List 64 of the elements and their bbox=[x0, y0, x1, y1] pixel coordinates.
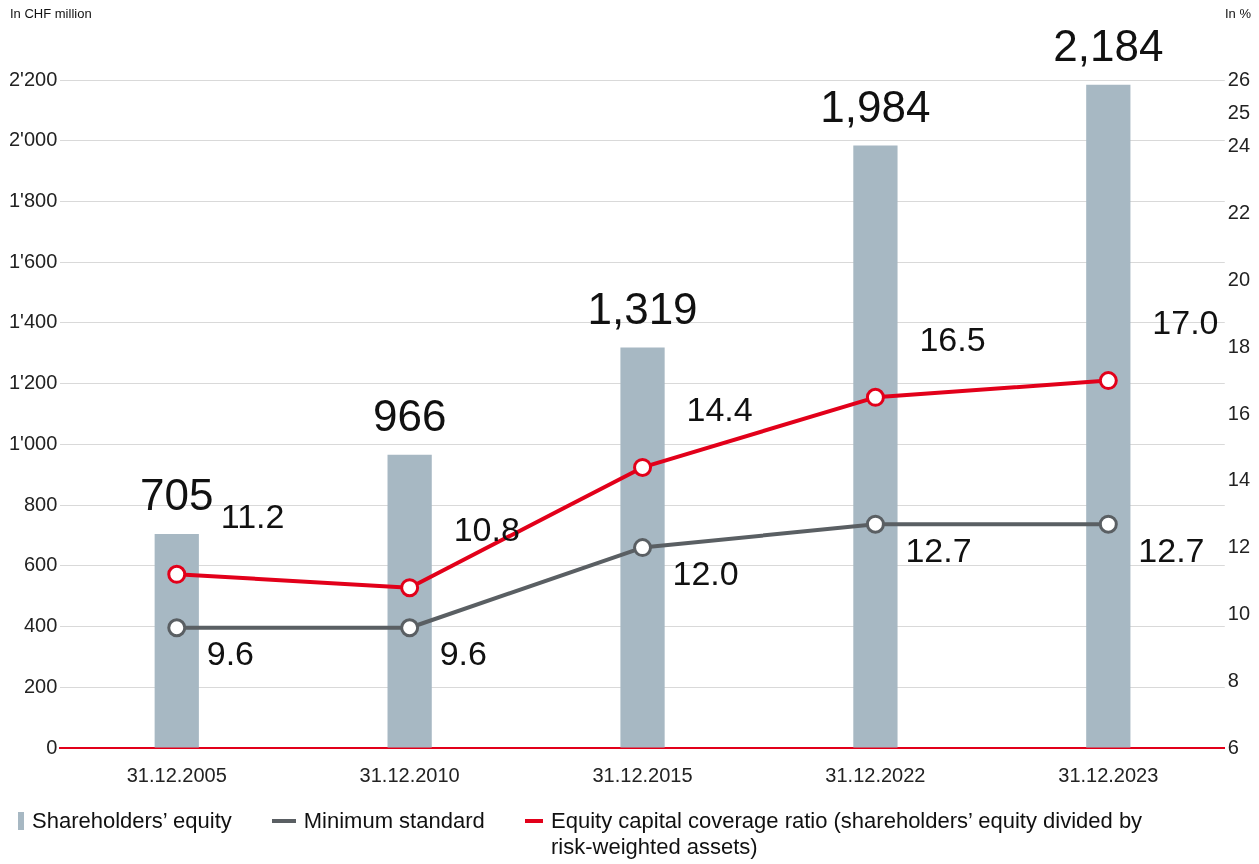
y2-tick-label: 8 bbox=[1227, 668, 1239, 691]
point bbox=[400, 578, 420, 598]
y2-tick-label: 16 bbox=[1227, 401, 1250, 424]
data-label: 14.4 bbox=[686, 389, 753, 428]
y-tick-label: 200 bbox=[23, 674, 58, 697]
y-tick-label: 1'200 bbox=[9, 371, 58, 394]
point bbox=[1098, 371, 1118, 391]
data-label: 705 bbox=[140, 470, 214, 520]
data-label: 12.7 bbox=[905, 530, 972, 569]
legend-label: Minimum standard bbox=[303, 808, 485, 834]
y2-tick-label: 12 bbox=[1227, 535, 1250, 558]
y2-tick-label: 25 bbox=[1227, 100, 1250, 123]
data-label: 2,184 bbox=[1053, 21, 1164, 70]
point bbox=[167, 564, 187, 584]
y-tick-label: 1'000 bbox=[9, 431, 58, 454]
y-tick-label: 1'600 bbox=[9, 249, 58, 272]
y2-tick-label: 6 bbox=[1227, 735, 1239, 758]
y2-tick-label: 26 bbox=[1227, 67, 1250, 90]
y-tick-label: 1'800 bbox=[9, 188, 58, 211]
point bbox=[167, 618, 187, 638]
y2-tick-label: 20 bbox=[1227, 267, 1250, 290]
y2-tick-label: 10 bbox=[1227, 601, 1250, 624]
bar bbox=[1086, 84, 1131, 748]
y-axis-title: In CHF million bbox=[10, 6, 92, 22]
y2-tick-label: 24 bbox=[1227, 134, 1250, 157]
legend-label: Equity capital coverage ratio (shareholders’ equity divided by risk-weighted assets) bbox=[551, 808, 1144, 860]
x-tick-label: 31.12.2015 bbox=[592, 763, 693, 786]
y-tick-label: 400 bbox=[23, 614, 58, 637]
data-label: 12.7 bbox=[1138, 530, 1205, 569]
y2-tick-label: 14 bbox=[1227, 468, 1250, 491]
legend-label: Shareholders’ equity bbox=[32, 808, 232, 834]
data-label: 9.6 bbox=[439, 634, 487, 673]
point bbox=[400, 618, 420, 638]
data-label: 10.8 bbox=[453, 510, 520, 549]
y-tick-label: 600 bbox=[23, 553, 58, 576]
data-label: 966 bbox=[372, 390, 447, 440]
point bbox=[1098, 514, 1118, 534]
y-tick-label: 800 bbox=[23, 492, 58, 515]
y-tick-label: 2'000 bbox=[9, 128, 58, 151]
data-label: 1,984 bbox=[820, 81, 931, 131]
data-label: 9.6 bbox=[206, 634, 255, 673]
x-tick-label: 31.12.2005 bbox=[126, 763, 227, 786]
data-label: 11.2 bbox=[220, 496, 285, 535]
y2-tick-label: 18 bbox=[1227, 334, 1250, 357]
point bbox=[633, 538, 653, 558]
point bbox=[633, 457, 653, 477]
data-label: 16.5 bbox=[919, 319, 986, 358]
y2-tick-label: 22 bbox=[1227, 201, 1250, 224]
x-tick-label: 31.12.2022 bbox=[825, 763, 926, 786]
bar bbox=[154, 533, 199, 748]
data-label: 1,319 bbox=[587, 283, 698, 333]
y-tick-label: 0 bbox=[46, 735, 58, 758]
y-tick-label: 1'400 bbox=[9, 310, 58, 333]
y2-axis-title: In % bbox=[1224, 6, 1252, 22]
bar bbox=[853, 145, 898, 748]
x-tick-label: 31.12.2023 bbox=[1058, 763, 1159, 786]
data-label: 12.0 bbox=[672, 553, 739, 592]
x-tick-label: 31.12.2010 bbox=[359, 763, 460, 786]
bar bbox=[620, 347, 665, 748]
point bbox=[865, 387, 885, 407]
y-tick-label: 2'200 bbox=[9, 67, 58, 90]
data-label: 17.0 bbox=[1152, 302, 1219, 341]
point bbox=[865, 514, 885, 534]
bar bbox=[387, 454, 432, 748]
